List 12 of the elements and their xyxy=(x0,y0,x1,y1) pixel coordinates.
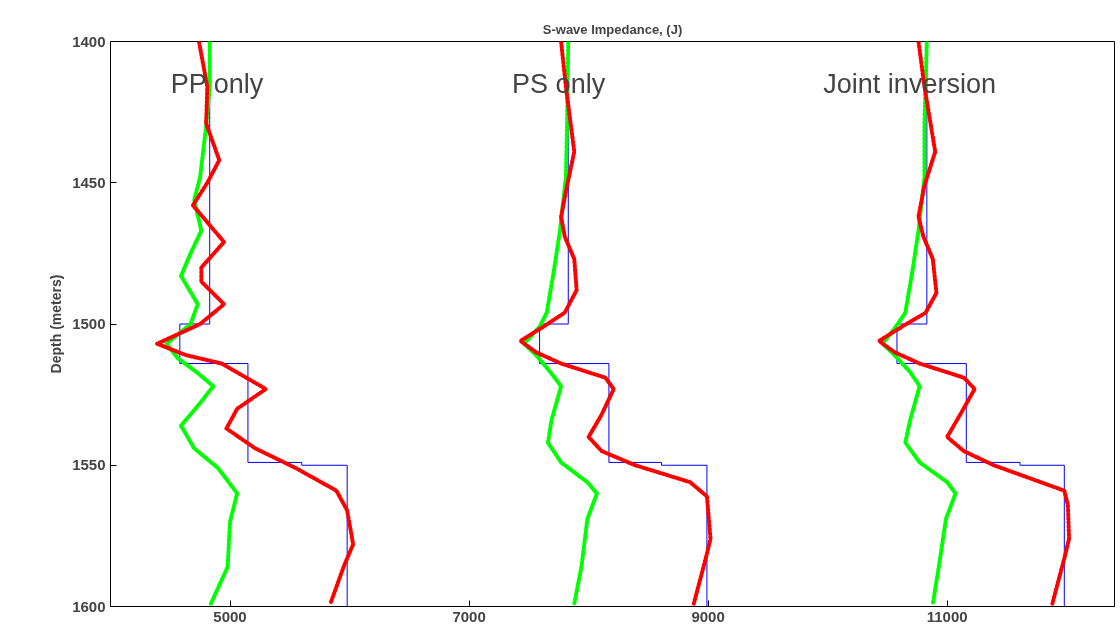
x-tick-label: 9000 xyxy=(691,607,725,625)
line-series xyxy=(155,41,356,606)
y-tick-label: 1450 xyxy=(72,173,106,191)
chart-title: S-wave Impedance, (J) xyxy=(542,21,683,37)
x-tick-label: 7000 xyxy=(452,607,486,625)
y-tick-label: 1500 xyxy=(72,315,106,332)
x-tick-label: 11000 xyxy=(926,607,968,625)
y-tick-label: 1550 xyxy=(72,456,106,474)
x-tick-label: 5000 xyxy=(213,607,247,625)
y-tick-label: 1600 xyxy=(72,597,106,615)
y-tick-label: 1400 xyxy=(72,32,106,50)
y-axis-title: Depth (meters) xyxy=(48,274,65,374)
